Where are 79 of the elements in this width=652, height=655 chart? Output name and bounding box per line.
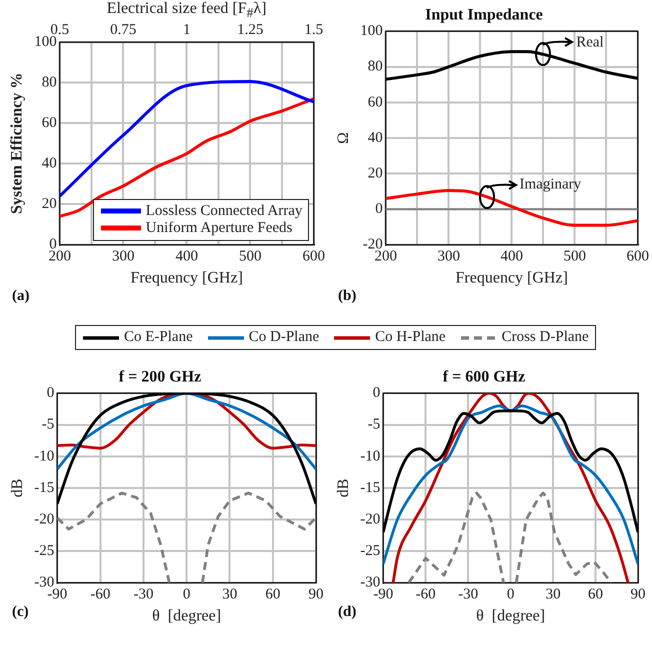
legend-label: Lossless Connected Array — [146, 202, 302, 220]
x-tick-label: -60 — [90, 586, 110, 603]
x-axis-title: Frequency [GHz] — [130, 270, 243, 287]
x2-axis-title: Electrical size feed [F$_{#}$λ] — [106, 0, 266, 22]
x-tick-label: 200 — [48, 248, 71, 265]
x-tick-label: -30 — [133, 586, 154, 603]
y-tick-label: -10 — [360, 448, 380, 464]
y-tick-label: -5 — [42, 416, 54, 433]
x-tick-label: 30 — [546, 586, 561, 603]
annotation: Real — [576, 34, 604, 50]
x-tick-label: 500 — [563, 248, 586, 265]
y-tick-label: 0 — [372, 385, 380, 402]
y-axis-title: dB — [334, 478, 352, 498]
x-tick-label: 500 — [238, 248, 262, 265]
legend-label: Cross D-Plane — [502, 329, 589, 346]
legend-label: Uniform Aperture Feeds — [146, 220, 292, 237]
chart-title: f = 600 GHz — [442, 368, 526, 386]
line-series — [60, 97, 314, 218]
y-axis-title: Ω — [334, 132, 352, 144]
y-tick-label: 40 — [368, 130, 383, 146]
legend-label: Co H-Plane — [375, 329, 446, 346]
text: (a) — [12, 288, 30, 305]
x-tick-label: 200 — [374, 248, 397, 265]
line-series — [383, 404, 638, 566]
x-tick-label: 90 — [308, 586, 324, 603]
x-tick-label: -30 — [458, 586, 478, 603]
chart-title: f = 200 GHz — [118, 368, 202, 386]
x-tick-label: 300 — [112, 248, 134, 265]
legend-label: Co D-Plane — [248, 329, 320, 346]
x-tick-label: -90 — [47, 586, 68, 603]
y-tick-label: 20 — [42, 196, 57, 212]
y-tick-label: 100 — [360, 23, 383, 40]
y-tick-label: -5 — [368, 416, 380, 433]
annotation: Imaginary — [520, 176, 582, 193]
line-series — [383, 409, 638, 534]
y-tick-label: -20 — [360, 512, 380, 528]
x-tick-label: 0 — [182, 586, 190, 603]
y-tick-label: -15 — [34, 480, 54, 496]
x2-tick-label: 1.25 — [237, 22, 264, 38]
x-tick-label: 300 — [437, 248, 460, 265]
x-tick-label: 400 — [500, 248, 523, 265]
text: (b) — [338, 288, 356, 305]
x-tick-label: 60 — [265, 586, 280, 603]
x-axis-title: Frequency [GHz] — [456, 270, 568, 287]
x2-tick-label: 1.5 — [304, 22, 324, 38]
text: (c) — [12, 604, 29, 621]
y-tick-label: 0 — [46, 385, 54, 402]
y-tick-label: 40 — [42, 156, 57, 172]
x2-tick-label: 0.75 — [110, 22, 136, 38]
text: (d) — [338, 604, 356, 621]
y-tick-label: 20 — [368, 166, 383, 182]
legend-label: Co E-Plane — [124, 329, 193, 346]
chart-title: Input Impedance — [425, 6, 543, 24]
y-tick-label: 0 — [375, 201, 383, 218]
x-axis-title: θ [degree] — [476, 608, 546, 625]
x-tick-label: 0 — [506, 586, 514, 603]
y-tick-label: 60 — [42, 115, 57, 132]
x-tick-label: 90 — [630, 586, 646, 603]
y-tick-label: -25 — [34, 543, 54, 560]
y-tick-label: 100 — [34, 34, 57, 50]
x-tick-label: 30 — [222, 586, 238, 603]
x-tick-label: 600 — [626, 248, 649, 265]
x2-tick-label: 1 — [182, 22, 190, 38]
y-tick-label: 80 — [368, 58, 383, 75]
y-tick-label: 80 — [42, 74, 57, 90]
x-tick-label: 60 — [588, 586, 604, 603]
x-tick-label: -60 — [416, 586, 436, 603]
y-axis-title: System Efficiency % — [8, 72, 26, 214]
y-tick-label: -10 — [34, 448, 54, 464]
y-tick-label: 60 — [368, 94, 383, 110]
x-tick-label: -90 — [373, 586, 394, 603]
x-tick-label: 600 — [302, 248, 325, 265]
x-axis-title: θ [degree] — [152, 608, 222, 625]
y-tick-label: -20 — [34, 512, 54, 528]
line-series — [60, 80, 314, 198]
y-tick-label: -15 — [360, 480, 380, 496]
y-axis-title: dB — [8, 478, 26, 498]
y-tick-label: -25 — [360, 543, 380, 560]
x-tick-label: 400 — [175, 248, 198, 265]
